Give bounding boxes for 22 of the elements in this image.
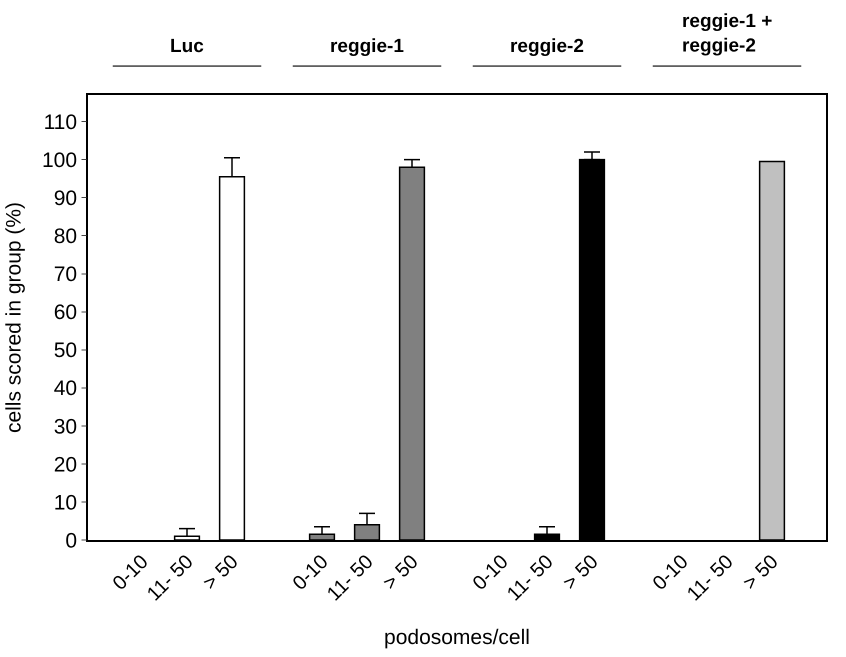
y-tick-label: 110 bbox=[44, 110, 78, 134]
y-tick-label: 0 bbox=[65, 529, 78, 552]
text: reggie-1 + reggie-2 bbox=[682, 11, 772, 57]
y-tick-label: 100 bbox=[42, 149, 78, 172]
text: reggie-2 bbox=[510, 36, 584, 57]
y-tick-label: 30 bbox=[54, 415, 78, 438]
y-tick-label: 60 bbox=[54, 301, 78, 324]
y-tick-label: 40 bbox=[54, 377, 78, 400]
text: Luc bbox=[170, 36, 204, 57]
x-axis-title: podosomes/cell bbox=[384, 626, 530, 650]
y-tick-label: 70 bbox=[54, 263, 78, 286]
x-tick-label: > 50 bbox=[559, 550, 603, 594]
y-tick-label: 80 bbox=[54, 225, 78, 248]
y-tick-label: 20 bbox=[54, 453, 78, 476]
x-tick-label: > 50 bbox=[379, 550, 423, 594]
y-tick-label: 10 bbox=[54, 491, 78, 514]
y-tick-label: 50 bbox=[54, 339, 78, 362]
y-tick-label: 90 bbox=[54, 187, 78, 210]
y-axis-title: cells scored in group (%) bbox=[2, 202, 26, 434]
x-tick-label: > 50 bbox=[739, 550, 783, 594]
text: reggie-1 bbox=[330, 36, 404, 57]
x-tick-label: > 50 bbox=[199, 550, 243, 594]
